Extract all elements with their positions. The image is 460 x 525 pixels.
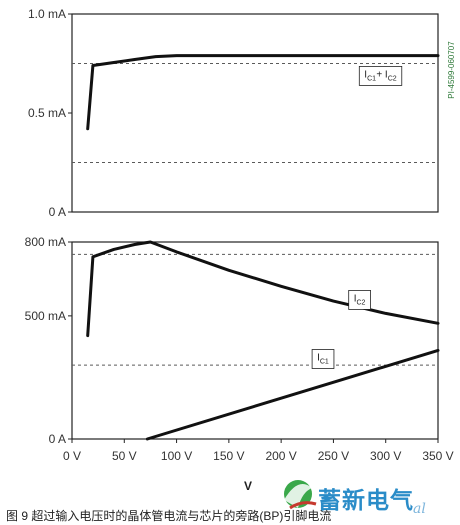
top-series-group — [86, 54, 440, 131]
bottom-series-line-ic2 — [86, 240, 440, 338]
top-y-tick-label: 0 A — [49, 205, 66, 219]
x-tick-label: 50 V — [112, 449, 137, 463]
x-tick-label: 250 V — [318, 449, 349, 463]
x-axis-unit: V — [244, 479, 253, 493]
series-label-box — [311, 349, 335, 369]
top-dashed-levels — [72, 63, 438, 163]
series-label-text: IC1 — [317, 353, 329, 366]
series-label-text: IC2 — [354, 293, 366, 306]
top-y-tick-label: 0.5 mA — [28, 106, 66, 120]
bottom-plot-frame — [71, 241, 439, 440]
bottom-y-tick-label: 800 mA — [25, 235, 66, 249]
series-label-bottom-1: IC1 — [311, 349, 335, 369]
watermark-brand: 蓄新电气 — [318, 488, 414, 514]
bottom-series-group — [86, 240, 440, 441]
x-tick-label: 0 V — [63, 449, 81, 463]
series-label-top-0: IC1 + IC2 — [358, 66, 403, 86]
bottom-y-axis: 800 mA 500 mA 0 A — [25, 235, 72, 446]
x-tick-label: 300 V — [370, 449, 401, 463]
top-plot-frame — [71, 13, 439, 213]
series-label-text: IC1 + IC2 — [364, 69, 396, 82]
x-tick-label: 150 V — [213, 449, 244, 463]
series-label-bottom-0: IC2 — [348, 290, 371, 310]
x-tick-label: 200 V — [265, 449, 296, 463]
top-series-line-ic1-ic2 — [86, 54, 440, 131]
bottom-y-tick-label: 500 mA — [25, 309, 66, 323]
x-axis-ticks: 0 V 50 V 100 V 150 V 200 V 250 V 300 V 350 V — [63, 439, 454, 463]
bottom-series-line-ic1 — [145, 348, 440, 441]
top-y-tick-label: 1.0 mA — [28, 7, 66, 21]
leaf-logo-icon — [284, 480, 317, 510]
series-label-box — [348, 290, 371, 310]
x-tick-label: 100 V — [161, 449, 192, 463]
figure-caption: 图 9 超过输入电压时的晶体管电流与芯片的旁路(BP)引脚电流 — [6, 509, 332, 523]
figure-id-label: PI-4599-060707 — [447, 41, 456, 99]
watermark-tail: al — [413, 501, 426, 517]
bottom-dashed-levels — [72, 253, 438, 366]
series-label-box — [358, 66, 403, 86]
series-annotations: IC1 + IC2 IC2 IC1 — [311, 66, 403, 369]
top-y-axis: 1.0 mA 0.5 mA 0 A — [28, 7, 72, 219]
x-tick-label: 350 V — [422, 449, 453, 463]
bottom-y-tick-label: 0 A — [49, 432, 66, 446]
